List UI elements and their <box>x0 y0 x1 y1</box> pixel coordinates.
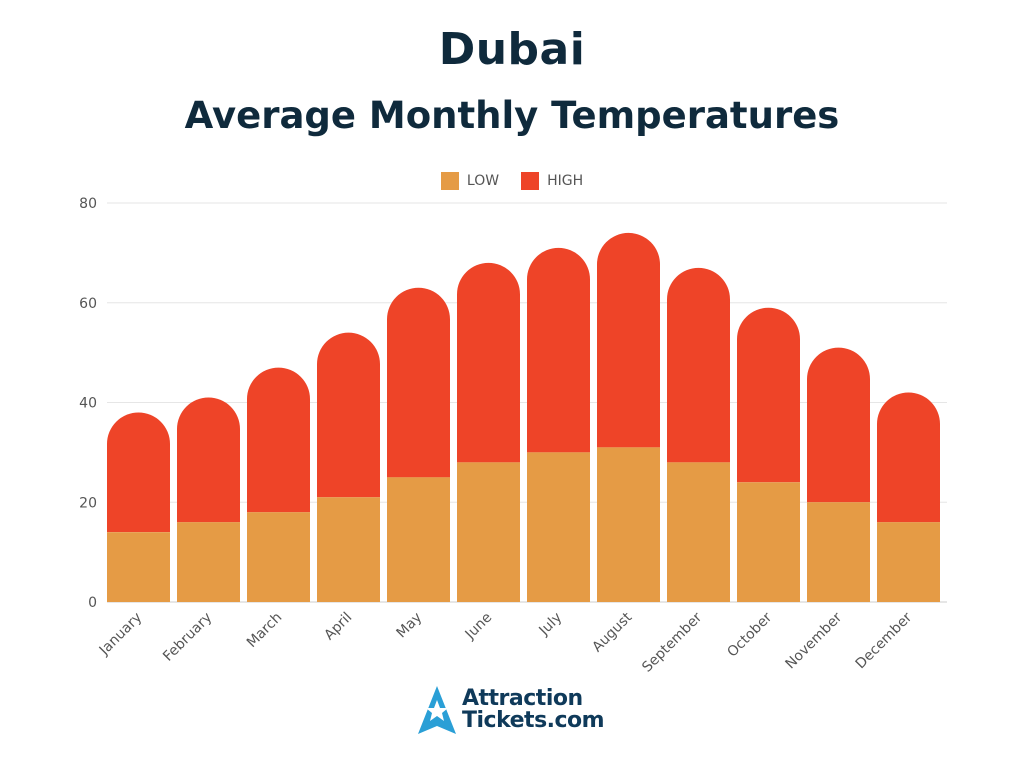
x-tick-label: December <box>853 609 916 672</box>
bar-low <box>667 462 730 602</box>
logo-star-icon <box>418 686 456 734</box>
bar-low <box>737 482 800 602</box>
brand-name: Attraction Tickets.com <box>462 686 605 733</box>
y-tick-label: 60 <box>79 296 97 312</box>
bar-high <box>877 392 940 523</box>
bar-high <box>527 247 590 453</box>
x-tick-label: August <box>589 609 635 655</box>
legend: LOW HIGH <box>0 172 1024 190</box>
x-tick-label: January <box>96 610 146 660</box>
x-tick-label: September <box>639 609 705 675</box>
bar-low <box>317 497 380 602</box>
y-tick-label: 40 <box>79 396 97 412</box>
x-tick-label: July <box>535 610 565 640</box>
bar-low <box>387 477 450 602</box>
legend-swatch-low <box>440 172 459 190</box>
brand-line-2: Tickets.com <box>462 708 605 733</box>
legend-swatch-high <box>521 172 540 190</box>
brand-logo: Attraction Tickets.com <box>416 684 605 736</box>
x-tick-label: February <box>160 610 215 665</box>
bar-high <box>317 332 380 498</box>
bar-low <box>177 522 240 602</box>
x-tick-label: May <box>394 610 426 642</box>
y-tick-label: 20 <box>79 495 97 511</box>
brand-line-1: Attraction <box>462 686 583 711</box>
x-tick-label: October <box>724 609 775 660</box>
legend-label-high: HIGH <box>547 173 584 189</box>
bar-high <box>597 232 660 448</box>
chart-subtitle: Average Monthly Temperatures <box>184 94 840 137</box>
legend-item-high[interactable]: HIGH <box>521 172 583 190</box>
legend-label-low: LOW <box>466 173 500 189</box>
legend-item-low[interactable]: LOW <box>440 172 500 190</box>
x-tick-label: March <box>244 610 285 651</box>
bar-low <box>877 522 940 602</box>
bar-high <box>387 287 450 478</box>
bar-high <box>667 267 730 463</box>
x-tick-label: November <box>783 609 846 672</box>
bar-low <box>247 512 310 602</box>
x-tick-label: June <box>462 610 496 644</box>
bar-high <box>807 347 870 503</box>
x-tick-label: April <box>321 610 355 644</box>
bar-high <box>457 262 520 463</box>
bar-low <box>807 502 870 602</box>
bar-high <box>247 367 310 513</box>
bar-high <box>737 307 800 483</box>
y-tick-label: 80 <box>79 196 97 212</box>
y-tick-label: 0 <box>88 595 97 611</box>
bar-low <box>597 447 660 602</box>
bar-low <box>457 462 520 602</box>
bar-low <box>527 452 590 602</box>
bar-low <box>107 532 170 602</box>
bar-high <box>177 397 240 523</box>
chart-title: Dubai <box>438 24 586 75</box>
bar-high <box>107 412 170 533</box>
